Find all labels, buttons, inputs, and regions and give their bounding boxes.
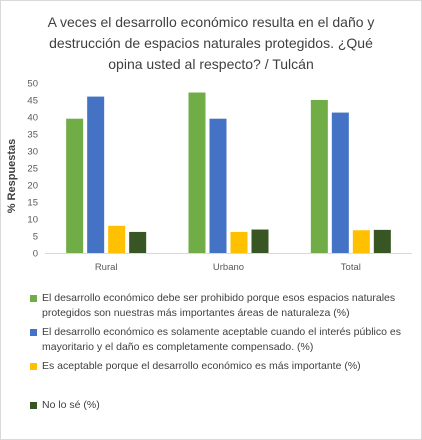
legend-swatch-yellow: [30, 363, 37, 370]
legend-label-line: El desarrollo económico debe ser prohibi…: [42, 292, 395, 304]
y-tick-label: 25: [27, 164, 38, 175]
y-tick-label: 30: [27, 147, 38, 158]
legend-label-line: No lo sé (%): [42, 399, 100, 411]
bar-chart-plot: % Respuestas 0 5 10 15 20 25 30 35 40 45 50 Rural U…: [0, 0, 422, 290]
y-tick-label: 50: [27, 79, 38, 90]
x-tick-label-rural: Rural: [95, 262, 118, 273]
bar-rural-aceptable-importante: [108, 226, 125, 253]
bar-rural-aceptable-compensado: [87, 97, 104, 253]
bar-total-no-lo-se: [374, 230, 391, 253]
legend-item-prohibido: El desarrollo económico debe ser prohibi…: [30, 291, 415, 321]
legend-label-line: mayoritario y el daño es completamente c…: [42, 341, 313, 353]
legend-label-line: Es aceptable porque el desarrollo económ…: [42, 360, 361, 372]
bar-urbano-prohibido: [189, 93, 206, 253]
y-tick-label: 35: [27, 130, 38, 141]
x-tick-label-total: Total: [341, 262, 361, 273]
x-tick-label-urbano: Urbano: [213, 262, 244, 273]
bar-urbano-aceptable-importante: [231, 232, 248, 253]
legend-label-line: El desarrollo económico es solamente ace…: [42, 326, 401, 338]
y-tick-label: 40: [27, 113, 38, 124]
legend-swatch-blue: [30, 329, 37, 336]
y-tick-label: 10: [27, 215, 38, 226]
bar-total-aceptable-importante: [353, 230, 370, 253]
y-axis-label: % Respuestas: [6, 139, 18, 214]
y-tick-label: 20: [27, 181, 38, 192]
y-tick-label: 5: [33, 232, 38, 243]
bar-urbano-no-lo-se: [252, 230, 269, 253]
y-tick-label: 45: [27, 96, 38, 107]
y-tick-label: 0: [33, 249, 38, 260]
y-tick-label: 15: [27, 198, 38, 209]
bar-total-prohibido: [311, 100, 328, 253]
legend-label-line: protegidos son nuestras más importantes …: [42, 307, 350, 319]
bar-urbano-aceptable-compensado: [210, 119, 227, 253]
legend-item-no-lo-se: No lo sé (%): [30, 398, 415, 413]
bar-rural-no-lo-se: [129, 232, 146, 253]
legend-swatch-dark-green: [30, 402, 37, 409]
legend-item-aceptable-importante: Es aceptable porque el desarrollo económ…: [30, 359, 415, 374]
legend-swatch-green: [30, 295, 37, 302]
legend-item-aceptable-compensado: El desarrollo económico es solamente ace…: [30, 325, 415, 355]
bar-total-aceptable-compensado: [332, 113, 349, 253]
bar-rural-prohibido: [66, 119, 83, 253]
